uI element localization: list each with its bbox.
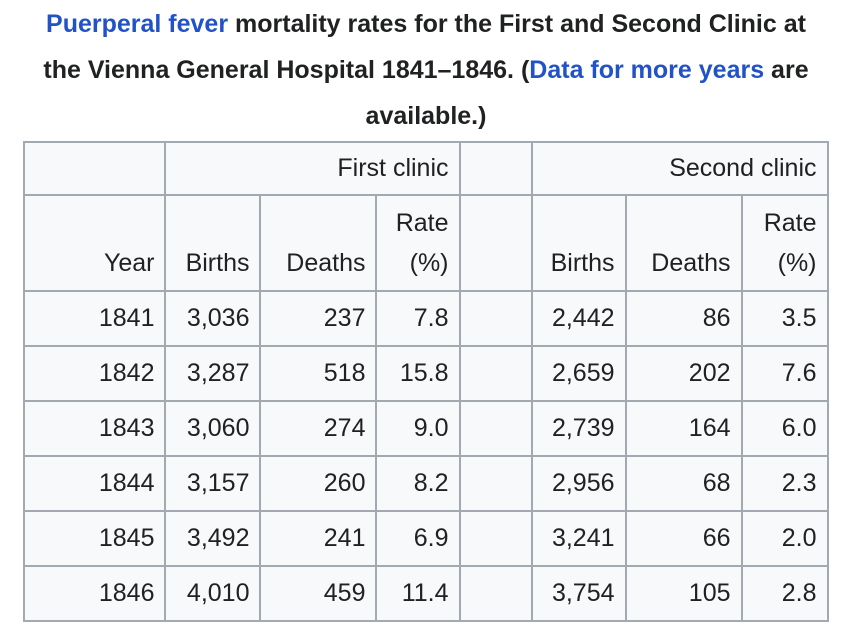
spacer-cell [458,455,533,512]
year-cell: 1843 [23,400,167,457]
spacer-cell [458,290,533,347]
column-header-year: Year [23,194,167,292]
second-rate-cell: 2.3 [740,455,829,512]
column-header-first-births: Births [164,194,262,292]
second-births-cell: 2,739 [530,400,627,457]
first-clinic-header: First clinic [164,141,461,196]
first-births-cell: 3,157 [164,455,262,512]
empty-corner-cell [23,141,167,196]
table-row: 1845 3,492 241 6.9 3,241 66 2.0 [23,510,829,567]
table-header: First clinic Second clinic Year Births D… [23,141,829,292]
first-deaths-cell: 237 [259,290,378,347]
second-births-cell: 2,956 [530,455,627,512]
second-deaths-cell: 105 [624,565,743,622]
first-rate-cell: 6.9 [375,510,461,567]
first-births-cell: 3,060 [164,400,262,457]
second-rate-cell: 2.0 [740,510,829,567]
spacer-header-cell [458,194,533,292]
first-rate-cell: 8.2 [375,455,461,512]
column-header-second-rate: Rate (%) [740,194,829,292]
second-deaths-cell: 164 [624,400,743,457]
column-header-first-rate: Rate (%) [375,194,461,292]
second-clinic-header: Second clinic [530,141,829,196]
column-header-first-deaths: Deaths [259,194,378,292]
first-rate-cell: 11.4 [375,565,461,622]
second-births-cell: 2,659 [530,345,627,402]
second-rate-cell: 2.8 [740,565,829,622]
first-rate-cell: 7.8 [375,290,461,347]
first-births-cell: 3,036 [164,290,262,347]
spacer-cell [458,510,533,567]
spacer-cell [458,345,533,402]
first-births-cell: 4,010 [164,565,262,622]
table-row: 1843 3,060 274 9.0 2,739 164 6.0 [23,400,829,457]
second-deaths-cell: 202 [624,345,743,402]
second-births-cell: 3,241 [530,510,627,567]
second-deaths-cell: 66 [624,510,743,567]
second-rate-cell: 6.0 [740,400,829,457]
year-cell: 1844 [23,455,167,512]
second-deaths-cell: 86 [624,290,743,347]
first-rate-cell: 9.0 [375,400,461,457]
second-rate-cell: 7.6 [740,345,829,402]
first-deaths-cell: 518 [259,345,378,402]
clinic-group-header-row: First clinic Second clinic [23,141,829,196]
column-header-second-deaths: Deaths [624,194,743,292]
column-header-second-births: Births [530,194,627,292]
first-births-cell: 3,287 [164,345,262,402]
puerperal-fever-link[interactable]: Puerperal fever [46,10,229,38]
first-deaths-cell: 260 [259,455,378,512]
caption-text: are available.) [365,56,809,130]
data-for-more-years-link[interactable]: Data for more years [529,56,765,84]
table-row: 1841 3,036 237 7.8 2,442 86 3.5 [23,290,829,347]
spacer-cell [458,565,533,622]
first-deaths-cell: 274 [259,400,378,457]
caption-text: mortality rates for the First and Second… [43,10,806,84]
first-deaths-cell: 459 [259,565,378,622]
spacer-cell [458,400,533,457]
year-cell: 1846 [23,565,167,622]
first-rate-cell: 15.8 [375,345,461,402]
year-cell: 1845 [23,510,167,567]
year-cell: 1841 [23,290,167,347]
first-births-cell: 3,492 [164,510,262,567]
table-row: 1846 4,010 459 11.4 3,754 105 2.8 [23,565,829,622]
year-cell: 1842 [23,345,167,402]
table-row: 1842 3,287 518 15.8 2,659 202 7.6 [23,345,829,402]
second-rate-cell: 3.5 [740,290,829,347]
spacer-header-cell [458,141,533,196]
second-births-cell: 3,754 [530,565,627,622]
table-row: 1844 3,157 260 8.2 2,956 68 2.3 [23,455,829,512]
second-births-cell: 2,442 [530,290,627,347]
second-deaths-cell: 68 [624,455,743,512]
table-body: 1841 3,036 237 7.8 2,442 86 3.5 1842 3,287 518 15.… [23,290,829,622]
column-header-row: Year Births Deaths Rate (%) Births Death… [23,194,829,292]
first-deaths-cell: 241 [259,510,378,567]
table-caption: Puerperal fever mortality rates for the … [31,0,821,139]
mortality-table: First clinic Second clinic Year Births D… [23,141,829,622]
